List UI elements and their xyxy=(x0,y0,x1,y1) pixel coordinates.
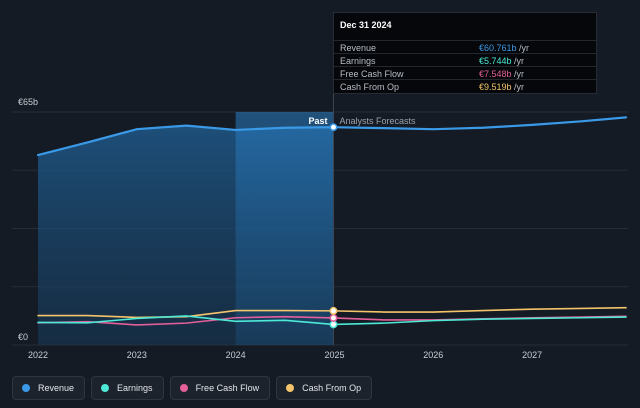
series-marker xyxy=(329,320,338,329)
x-tick-label: 2023 xyxy=(127,350,147,360)
legend-label: Cash From Op xyxy=(302,383,362,393)
tooltip-date: Dec 31 2024 xyxy=(340,20,392,30)
forecast-label: Analysts Forecasts xyxy=(339,116,416,126)
legend-item-revenue[interactable]: Revenue xyxy=(12,376,86,400)
x-tick-label: 2024 xyxy=(226,350,246,360)
tooltip-unit: /yr xyxy=(511,56,525,66)
tooltip-row-revenue: Revenue €60.761b /yr xyxy=(334,40,596,54)
tooltip-value: €5.744b xyxy=(479,56,512,66)
tooltip-value: €60.761b xyxy=(479,43,517,53)
tooltip-label: Earnings xyxy=(340,56,376,66)
x-tick-label: 2026 xyxy=(423,350,443,360)
highlight-band xyxy=(235,112,334,345)
tooltip: Dec 31 2024 Revenue €60.761b /yr Earning… xyxy=(333,12,597,94)
tooltip-unit: /yr xyxy=(511,82,525,92)
legend-item-free-cash-flow[interactable]: Free Cash Flow xyxy=(169,376,271,400)
past-label: Past xyxy=(308,116,327,126)
tooltip-value: €9.519b xyxy=(479,82,512,92)
tooltip-label: Revenue xyxy=(340,43,377,53)
tooltip-row-free-cash-flow: Free Cash Flow €7.548b /yr xyxy=(334,66,596,80)
series-marker xyxy=(329,313,338,322)
tooltip-row-cash-from-op: Cash From Op €9.519b /yr xyxy=(334,79,596,93)
legend-item-earnings[interactable]: Earnings xyxy=(91,376,164,400)
legend-dot-icon xyxy=(101,384,110,392)
legend-dot-icon xyxy=(179,384,188,392)
legend-dot-icon xyxy=(286,384,295,392)
chart-legend: Revenue Earnings Free Cash Flow Cash Fro… xyxy=(12,376,373,400)
x-tick-label: 2027 xyxy=(522,350,542,360)
legend-dot-icon xyxy=(22,384,30,392)
series-marker xyxy=(329,123,338,132)
tooltip-label: Cash From Op xyxy=(340,82,400,92)
legend-label: Revenue xyxy=(38,383,75,393)
tooltip-row-earnings: Earnings €5.744b /yr xyxy=(334,53,596,67)
tooltip-unit: /yr xyxy=(516,43,530,53)
y-axis-min-label: €0 xyxy=(18,332,28,342)
tooltip-label: Free Cash Flow xyxy=(340,69,404,79)
tooltip-unit: /yr xyxy=(511,69,525,79)
series-marker xyxy=(329,306,338,315)
legend-label: Earnings xyxy=(117,383,153,393)
legend-label: Free Cash Flow xyxy=(195,383,260,393)
y-axis-max-label: €65b xyxy=(18,97,38,107)
x-tick-label: 2022 xyxy=(28,350,48,360)
legend-item-cash-from-op[interactable]: Cash From Op xyxy=(276,376,373,400)
x-tick-label: 2025 xyxy=(324,350,344,360)
tooltip-value: €7.548b xyxy=(479,69,512,79)
